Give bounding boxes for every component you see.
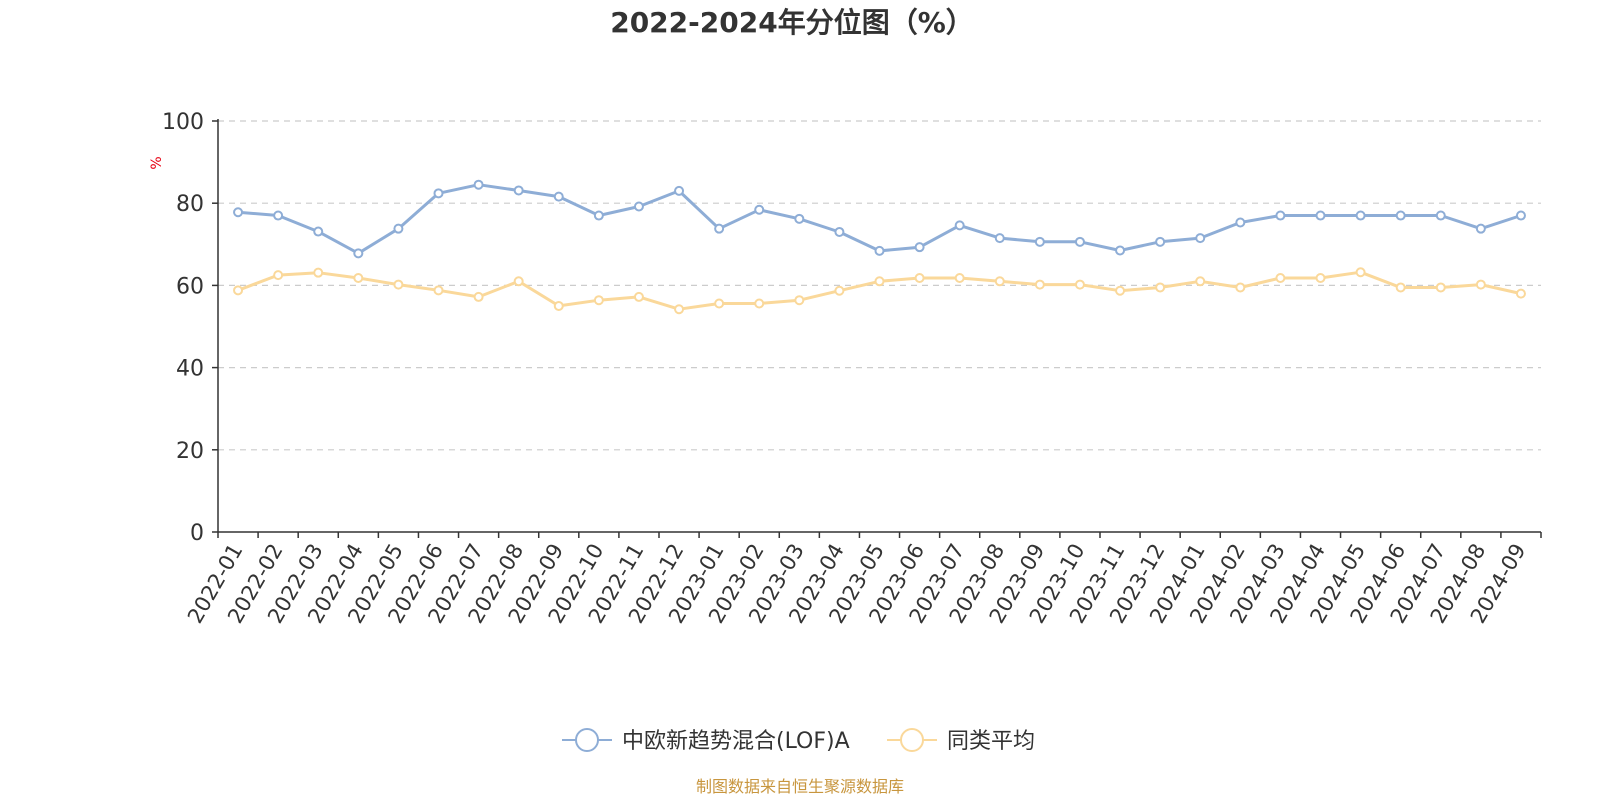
data-point <box>1275 210 1286 221</box>
data-point <box>353 248 364 259</box>
data-point <box>1355 210 1366 221</box>
data-point <box>593 295 604 306</box>
axes <box>217 119 1541 533</box>
data-point <box>553 300 564 311</box>
series-0 <box>233 179 1526 259</box>
data-point <box>1235 282 1246 293</box>
data-point <box>714 223 725 234</box>
data-point <box>754 204 765 215</box>
y-tick-label: 40 <box>176 357 204 382</box>
data-point <box>313 226 324 237</box>
data-point <box>1475 279 1486 290</box>
y-axis-unit-label: % <box>149 156 165 169</box>
data-point <box>954 220 965 231</box>
data-point <box>633 201 644 212</box>
data-point <box>1074 236 1085 247</box>
data-point <box>1275 273 1286 284</box>
y-tick-label: 60 <box>176 274 204 299</box>
data-point <box>273 270 284 281</box>
data-point <box>1515 210 1526 221</box>
data-point <box>794 295 805 306</box>
data-point <box>794 213 805 224</box>
data-point <box>1074 279 1085 290</box>
data-point <box>674 185 685 196</box>
data-point <box>714 298 725 309</box>
legend-item-0[interactable]: 中欧新趋势混合(LOF)A <box>562 728 850 754</box>
data-point <box>473 291 484 302</box>
legend-marker-icon <box>575 728 599 752</box>
data-point <box>994 276 1005 287</box>
y-tick-label: 80 <box>176 192 204 217</box>
source-note: 制图数据来自恒生聚源数据库 <box>696 777 904 796</box>
data-point <box>754 298 765 309</box>
data-point <box>233 285 244 296</box>
series-line <box>237 183 1522 255</box>
data-point <box>954 273 965 284</box>
series-1 <box>233 267 1526 315</box>
legend[interactable]: 中欧新趋势混合(LOF)A 同类平均 <box>562 728 1035 754</box>
data-point <box>1315 210 1326 221</box>
data-point <box>1155 282 1166 293</box>
y-axis-ticks: 0 20 40 60 80 100 <box>162 110 218 546</box>
data-point <box>834 285 845 296</box>
data-point <box>313 267 324 278</box>
data-point <box>433 285 444 296</box>
legend-marker-icon <box>900 728 924 752</box>
data-point <box>1395 210 1406 221</box>
data-point <box>1115 245 1126 256</box>
data-point <box>1155 236 1166 247</box>
data-point <box>1435 210 1446 221</box>
y-tick-label: 20 <box>176 439 204 464</box>
series-group <box>233 179 1526 315</box>
data-point <box>1515 288 1526 299</box>
data-point <box>433 188 444 199</box>
data-point <box>1475 223 1486 234</box>
data-point <box>994 233 1005 244</box>
data-point <box>593 210 604 221</box>
data-point <box>1115 285 1126 296</box>
data-point <box>513 185 524 196</box>
data-point <box>393 279 404 290</box>
data-point <box>1315 273 1326 284</box>
data-point <box>233 207 244 218</box>
data-point <box>553 191 564 202</box>
data-point <box>393 223 404 234</box>
data-point <box>633 291 644 302</box>
data-point <box>834 226 845 237</box>
data-point <box>1195 233 1206 244</box>
x-axis-ticks: 2022-012022-022022-032022-042022-052022-… <box>183 532 1542 627</box>
legend-label: 中欧新趋势混合(LOF)A <box>622 729 850 754</box>
data-point <box>1034 279 1045 290</box>
data-point <box>914 242 925 253</box>
data-point <box>1395 282 1406 293</box>
y-tick-label: 100 <box>162 110 204 135</box>
y-tick-label: 0 <box>190 521 204 546</box>
data-point <box>874 276 885 287</box>
legend-label: 同类平均 <box>947 729 1035 754</box>
chart-title: 2022-2024年分位图（%） <box>610 6 974 39</box>
data-point <box>273 210 284 221</box>
data-point <box>1235 217 1246 228</box>
data-point <box>1195 276 1206 287</box>
data-point <box>353 273 364 284</box>
data-point <box>1034 236 1045 247</box>
data-point <box>513 276 524 287</box>
legend-item-1[interactable]: 同类平均 <box>887 728 1035 754</box>
data-point <box>874 245 885 256</box>
data-point <box>473 179 484 190</box>
data-point <box>674 304 685 315</box>
data-point <box>1355 267 1366 278</box>
data-point <box>1435 282 1446 293</box>
data-point <box>914 273 925 284</box>
